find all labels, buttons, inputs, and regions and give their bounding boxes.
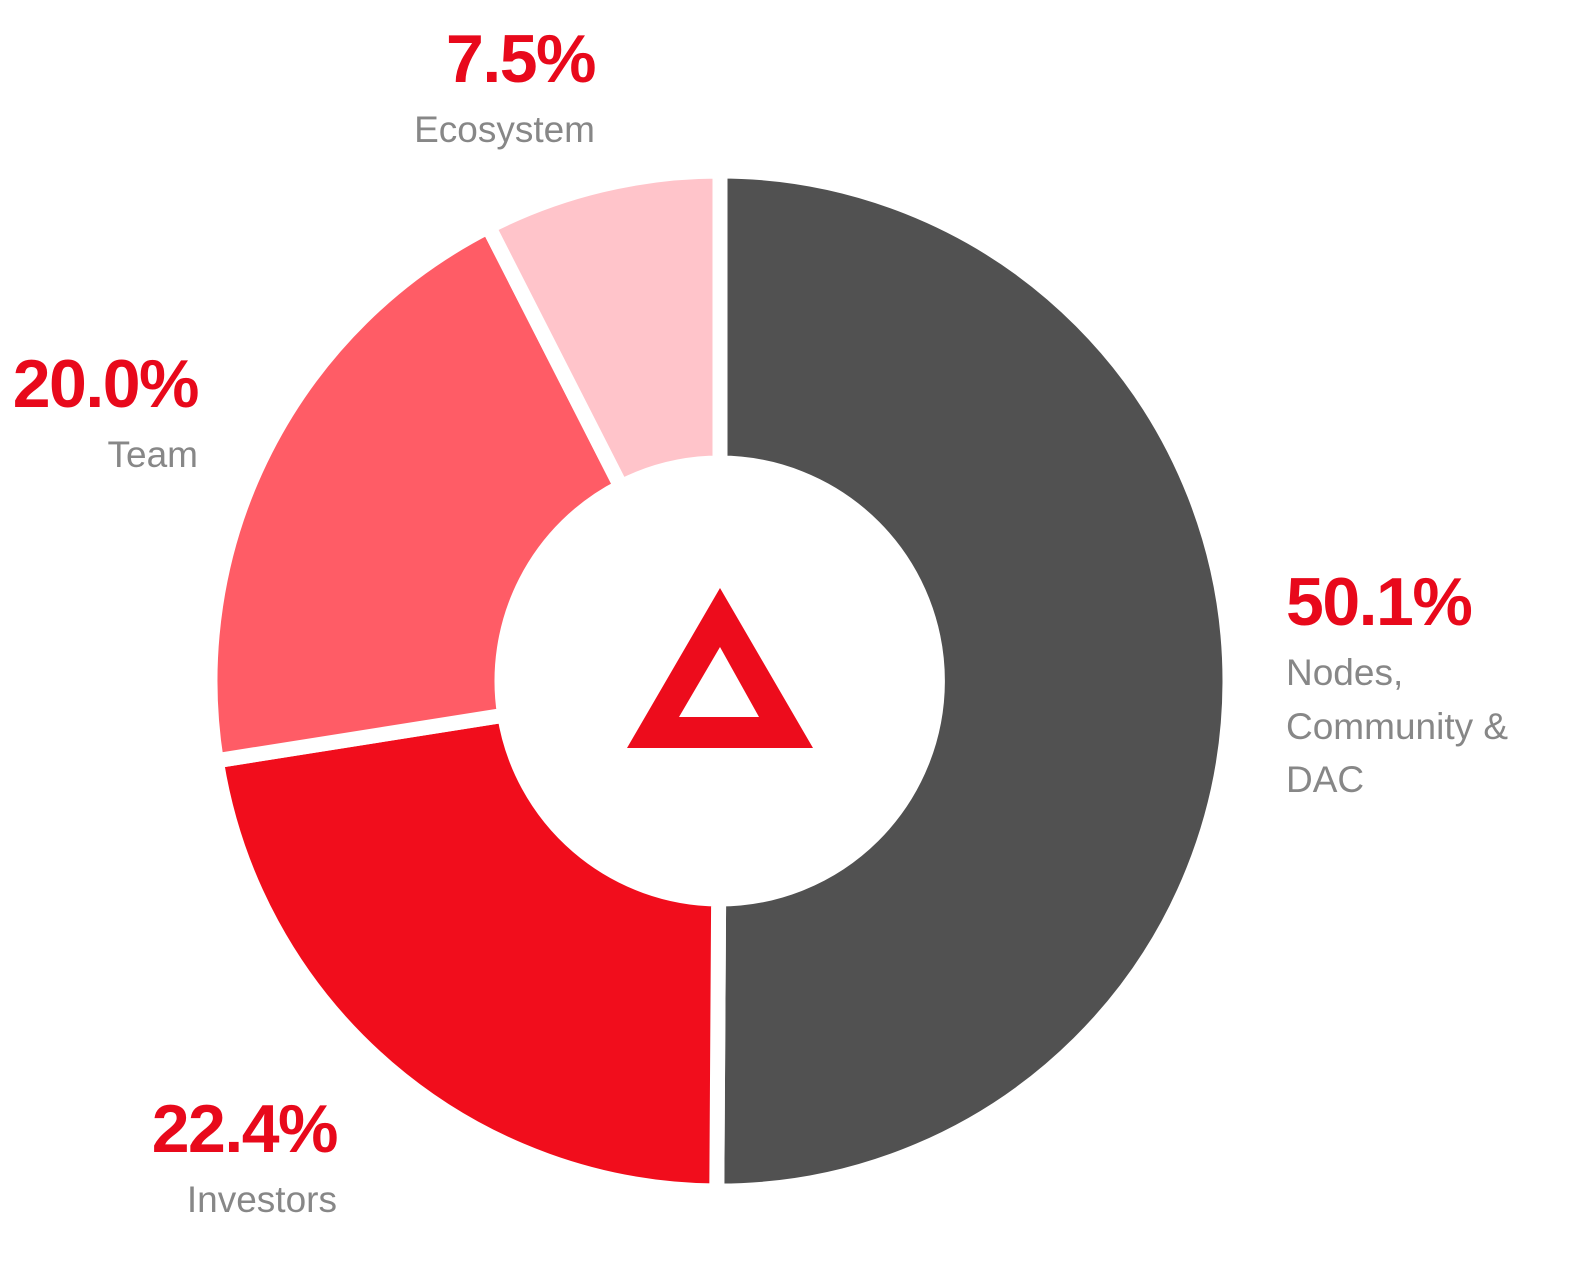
- callout-ecosystem: 7.5% Ecosystem: [0, 21, 597, 157]
- ecosystem-percent-value: 7.5%: [446, 21, 597, 97]
- nodes-community-dac-label: Nodes, Community & DAC: [1286, 652, 1509, 801]
- investors-percent-value: 22.4%: [151, 1091, 339, 1167]
- callout-investors: 22.4% Investors: [0, 1091, 339, 1227]
- donut-ring: [202, 163, 1238, 1199]
- investors-label: Investors: [186, 1179, 337, 1220]
- ecosystem-label: Ecosystem: [414, 109, 595, 150]
- team-percent-value: 20.0%: [12, 346, 200, 422]
- donut-slice-nodes-community-dac: [709, 163, 1238, 1199]
- donut-slice-ecosystem: [478, 163, 728, 497]
- donut-slice-team: [202, 216, 632, 770]
- team-label: Team: [107, 434, 198, 475]
- callout-team: 20.0% Team: [0, 346, 200, 482]
- nodes-community-dac-percent-value: 50.1%: [1286, 564, 1473, 640]
- callout-nodes-community-dac: 50.1% Nodes, Community & DAC: [1286, 568, 1580, 807]
- donut-slice-investors: [207, 706, 727, 1199]
- bat-triangle-logo-icon: [627, 588, 813, 748]
